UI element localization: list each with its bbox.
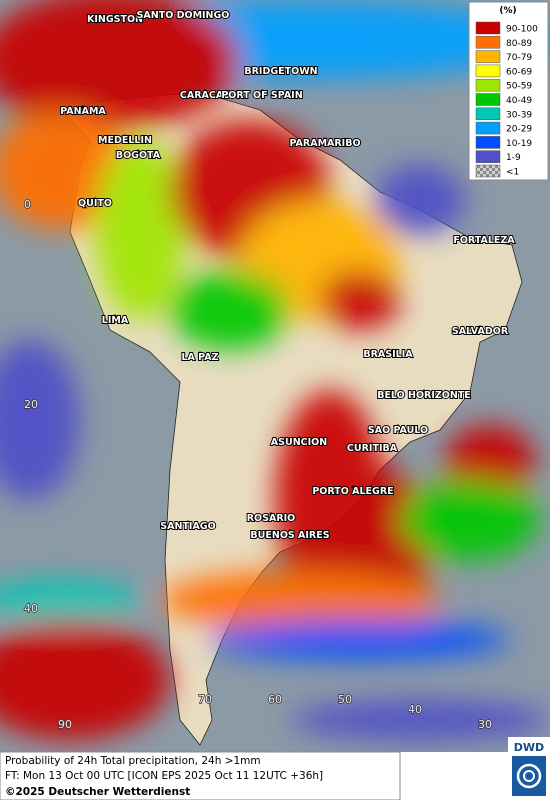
city-dot [123,134,127,138]
city-dot [323,137,327,141]
city-dot [370,442,374,446]
city-label: PANAMA [60,106,106,117]
precip-field [0,0,550,740]
legend-label: 50-59 [506,82,532,92]
legend-swatch [475,36,501,49]
city-label: PORT OF SPAIN [221,90,302,101]
legend-label: 40-49 [506,96,532,106]
city-dot [386,348,390,352]
caption-line: ©2025 Deutscher Wetterdienst [5,786,190,798]
longitude-label: 40 [408,703,422,716]
legend-swatch [475,78,501,92]
city-label: FORTALEZA [453,235,515,246]
city-dot [113,314,117,318]
legend-label: 30-39 [506,110,532,120]
latitude-label: 0 [24,198,31,211]
city-label: BRASILIA [363,349,413,360]
city-dot [482,234,486,238]
latitude-label: 40 [24,602,38,615]
legend-label: <1 [506,168,519,178]
legend-label: 1-9 [506,153,521,163]
logo-swirl [523,770,535,782]
longitude-label: 90 [58,718,72,731]
longitude-label: 70 [198,693,212,706]
city-dot [203,89,207,93]
legend-swatch [475,121,501,135]
legend-label: 60-69 [506,67,532,77]
legend-swatch [475,164,501,178]
legend-label: 10-19 [506,139,532,149]
city-dot [113,13,117,17]
city-label: BRIDGETOWN [244,66,317,77]
city-label: BOGOTA [116,150,161,161]
legend-label: 80-89 [506,39,532,49]
legend-swatch [475,136,501,149]
city-dot [93,197,97,201]
city-dot [136,149,140,153]
city-label: BUENOS AIRES [250,530,329,541]
legend-label: 90-100 [506,25,538,35]
legend-swatch [475,21,501,35]
city-dot [269,512,273,516]
legend-label: 70-79 [506,53,532,63]
city-label: CARACAS [180,90,230,101]
legend-swatch [475,107,501,121]
city-dot [351,485,355,489]
city-dot [198,351,202,355]
city-dot [297,436,301,440]
city-label: KINGSTON [87,14,143,25]
caption-box [0,751,401,800]
longitude-label: 30 [478,718,492,731]
city-label: SAO PAULO [368,425,428,436]
city-dot [260,89,264,93]
longitude-label: 50 [338,693,352,706]
city-dot [181,9,185,13]
city-label: SANTO DOMINGO [137,10,230,21]
city-dot [396,424,400,428]
legend-swatch [475,93,501,106]
city-dot [279,65,283,69]
caption-line: FT: Mon 13 Oct 00 UTC [ICON EPS 2025 Oct… [5,770,323,782]
city-label: LIMA [102,315,129,326]
latitude-label: 20 [24,398,38,411]
legend-title: (%) [499,6,516,16]
city-label: PORTO ALEGRE [312,486,393,497]
legend-swatch [475,150,501,163]
city-label: MEDELLIN [98,135,152,146]
city-label: PARAMARIBO [289,138,360,149]
city-label: ROSARIO [247,513,296,524]
city-label: BELO HORIZONTE [377,390,471,401]
city-dot [422,389,426,393]
legend: (%) 90-100 80-89 70-79 60-69 50-59 40-49 30-39… [468,1,549,181]
city-dot [186,520,190,524]
city-label: ASUNCION [271,437,327,448]
city-dot [81,105,85,109]
map-field [0,0,550,752]
city-label: QUITO [78,198,112,209]
city-dot [478,325,482,329]
legend-swatch [475,50,501,63]
city-label: SALVADOR [452,326,509,337]
city-label: CURITIBA [347,443,398,454]
city-label: SANTIAGO [160,521,215,532]
logo-swirl [516,763,542,789]
city-label: LA PAZ [181,352,218,363]
caption-line: Probability of 24h Total precipitation, … [5,755,261,767]
legend-label: 20-29 [506,125,532,135]
legend-swatch [475,64,501,78]
city-dot [288,529,292,533]
logo-text: DWD [514,741,544,754]
longitude-label: 60 [268,693,282,706]
